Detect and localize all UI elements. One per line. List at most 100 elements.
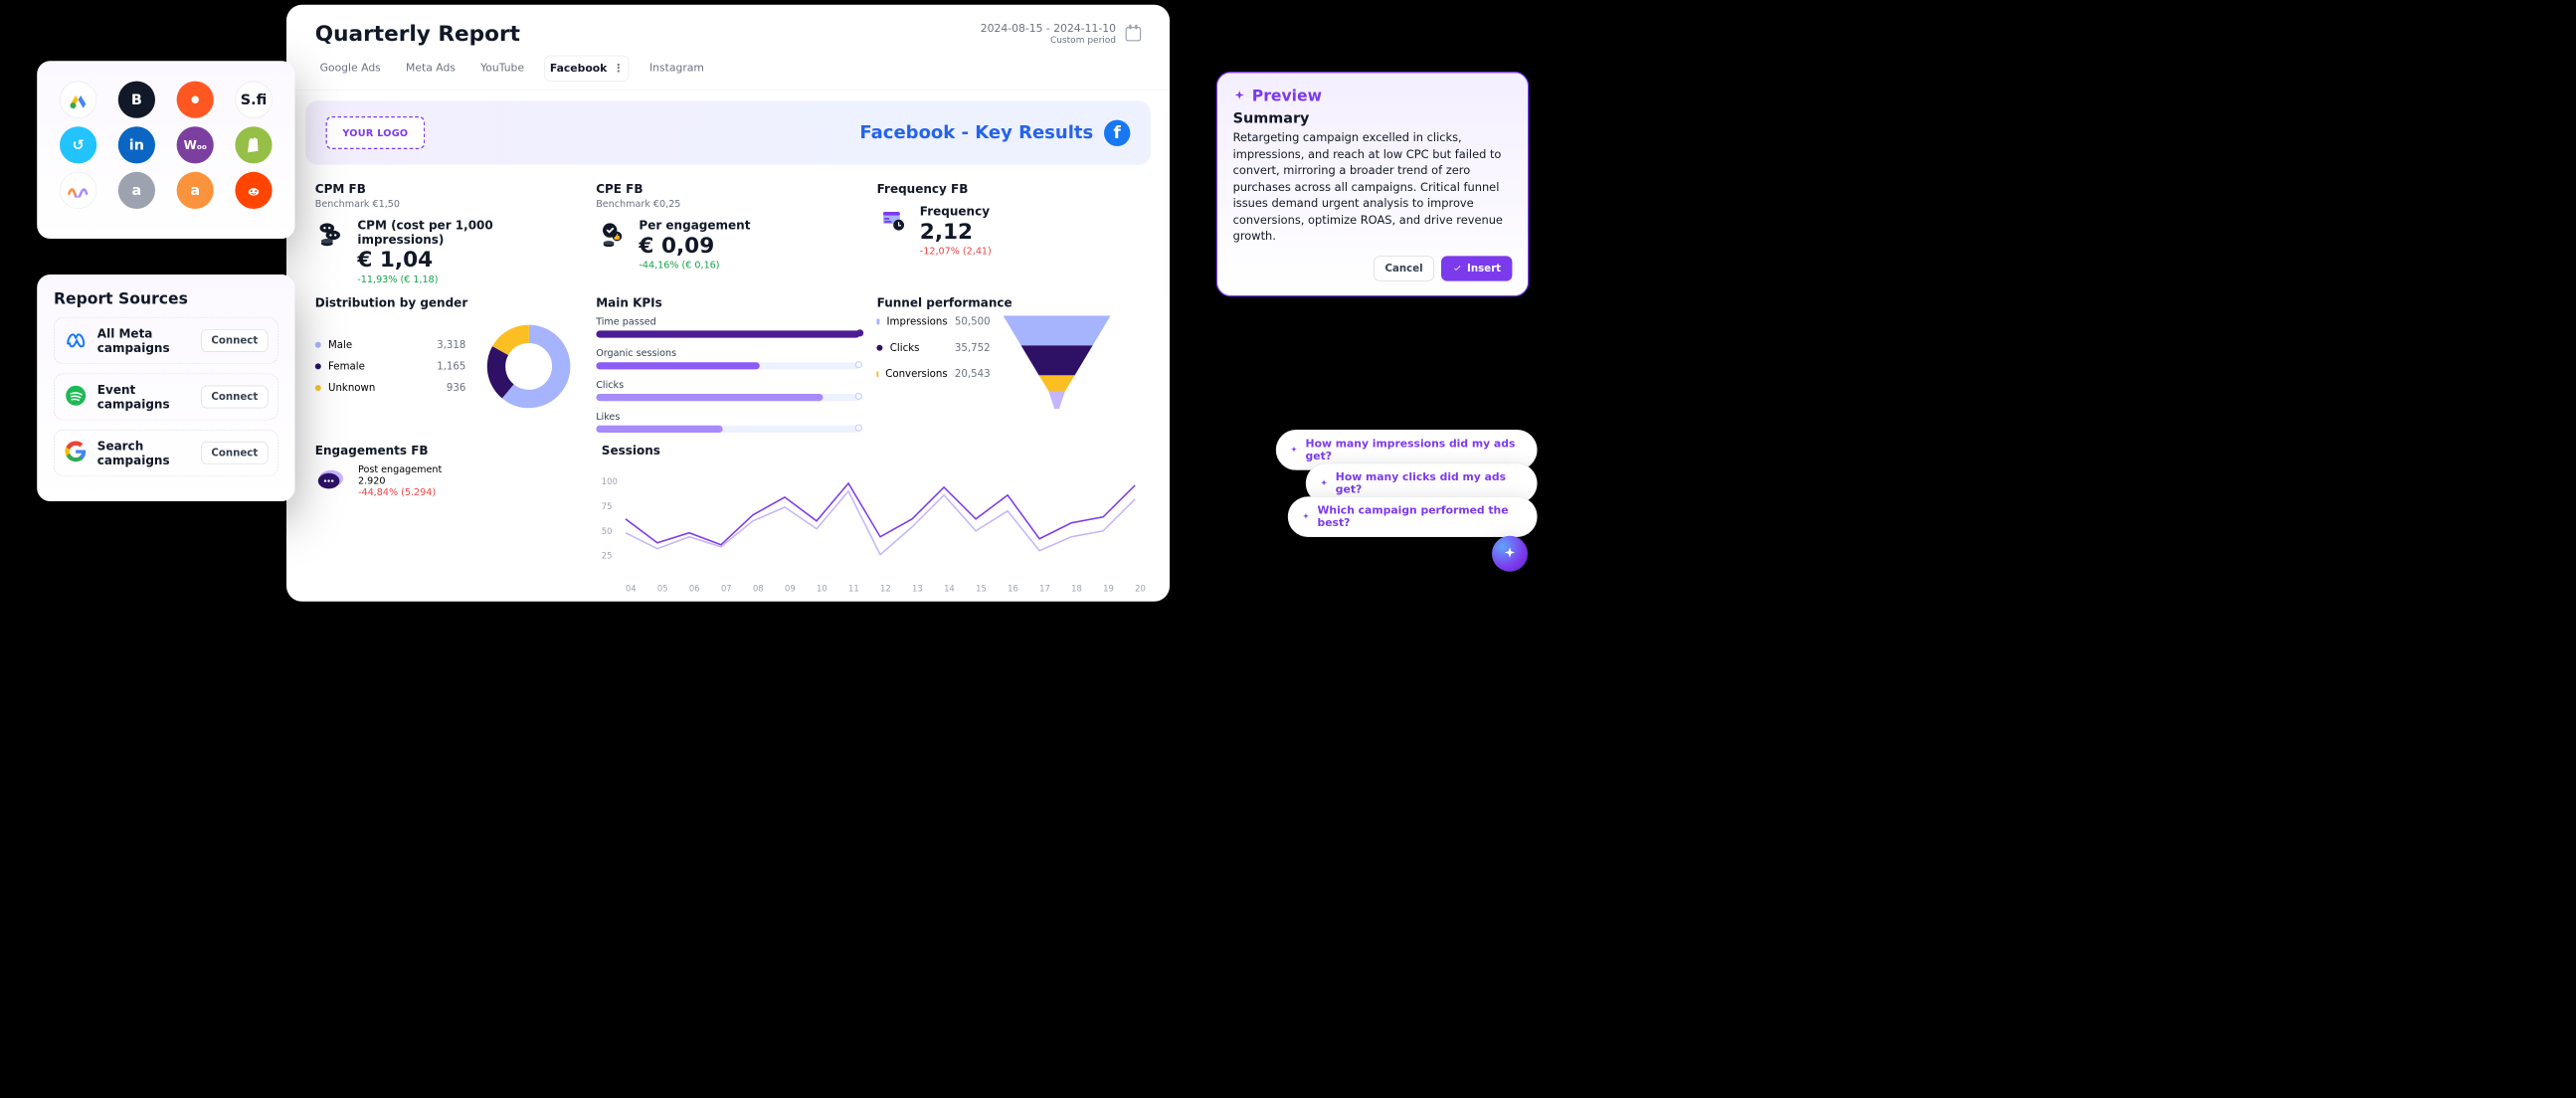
integration-chip[interactable] [60, 172, 96, 209]
connect-button[interactable]: Connect [201, 442, 268, 464]
cpm-icon [315, 218, 347, 250]
report-sources-panel: Report Sources All Meta campaigns Connec… [37, 274, 294, 501]
integration-chip[interactable]: a [118, 172, 155, 209]
kpi-organic-sessions: Organic sessions [596, 347, 860, 369]
kpi-label: Likes [596, 411, 860, 422]
metrics-row: CPM FB Benchmark €1,50 CPM (cost per 1,0… [286, 171, 1170, 295]
report-sources-title: Report Sources [54, 290, 278, 308]
suggestion-pill[interactable]: Which campaign performed the best? [1288, 496, 1538, 537]
funnel-label: Impressions [887, 315, 948, 327]
suggestion-text: How many clicks did my ads get? [1336, 470, 1524, 495]
preview-heading: Summary [1233, 109, 1513, 126]
engagement-delta: -44,84% (5.294) [358, 486, 442, 497]
metric-cpe: CPE FB Benchmark €0,25 👍 Per engagement … [596, 181, 860, 284]
source-name: Event campaigns [97, 383, 192, 412]
metric-title: CPE FB [596, 181, 860, 195]
sessions-panel: Sessions 2550751000405060708091011121314… [602, 444, 1141, 589]
engagement-value: 2.920 [358, 475, 442, 486]
insert-button-label: Insert [1467, 263, 1501, 274]
logo-placeholder[interactable]: YOUR LOGO [326, 116, 426, 149]
cancel-button[interactable]: Cancel [1374, 256, 1434, 280]
kpi-label: Organic sessions [596, 347, 860, 358]
metric-title: Frequency FB [877, 181, 1142, 195]
integration-chip[interactable]: in [118, 126, 155, 163]
google-icon [64, 440, 88, 465]
sessions-title: Sessions [602, 444, 1141, 458]
meta-icon [64, 327, 88, 353]
funnel-title: Funnel performance [877, 295, 1142, 309]
metric-benchmark: Benchmark €0,25 [596, 198, 860, 209]
integration-chip[interactable] [235, 172, 272, 209]
metric-freq: Frequency FB Frequency 2,12 -12,07% (2,4… [877, 181, 1142, 284]
kpi-time-passed: Time passed [596, 315, 860, 337]
integration-chip[interactable] [235, 126, 272, 163]
source-row: All Meta campaigns Connect [54, 317, 278, 364]
spotify-icon [64, 384, 88, 410]
source-row: Event campaigns Connect [54, 374, 278, 421]
metric-delta: -44,16% (€ 0,16) [639, 259, 750, 270]
preview-body: Retargeting campaign excelled in clicks,… [1233, 130, 1513, 246]
connect-button[interactable]: Connect [201, 329, 268, 352]
metric-delta: -11,93% (€ 1,18) [357, 274, 579, 284]
kpi-label: Time passed [596, 315, 860, 326]
integration-chip[interactable]: S.fi [235, 82, 272, 118]
preview-title: Preview [1252, 88, 1322, 105]
kpi-clicks: Clicks [596, 379, 860, 401]
tab-instagram[interactable]: Instagram [644, 56, 709, 82]
gender-value: 1,165 [437, 360, 465, 372]
metric-benchmark: Benchmark €1,50 [315, 198, 580, 209]
metric-value: € 1,04 [357, 248, 579, 273]
sessions-line-chart [602, 463, 1141, 589]
cpe-icon: 👍 [596, 218, 628, 250]
metric-value: 2,12 [920, 220, 992, 245]
svg-text:👍: 👍 [613, 233, 620, 241]
report-tabs: Google Ads Meta Ads YouTube Facebook⋮ Instag… [286, 50, 1170, 91]
connect-button[interactable]: Connect [201, 386, 268, 409]
funnel-chart [1004, 315, 1111, 411]
tab-facebook[interactable]: Facebook⋮ [544, 56, 629, 82]
metric-title: CPM FB [315, 181, 580, 195]
metric-kpi-label: Per engagement [639, 218, 750, 232]
metric-kpi-label: Frequency [920, 204, 992, 218]
engagement-title: Engagements FB [315, 444, 585, 458]
funnel-value: 50,500 [955, 315, 991, 327]
integration-chip[interactable] [60, 82, 96, 118]
preview-header: Preview [1233, 88, 1513, 105]
ai-fab-button[interactable] [1492, 536, 1528, 572]
dashboard-window: Quarterly Report 2024-08-15 - 2024-11-10… [286, 5, 1170, 602]
funnel-label: Clicks [890, 342, 920, 354]
integration-chip[interactable] [177, 82, 214, 118]
integrations-panel: BS.fi↺inWooaa [37, 61, 294, 239]
metric-cpm: CPM FB Benchmark €1,50 CPM (cost per 1,0… [315, 181, 580, 284]
page-title: Quarterly Report [315, 22, 520, 47]
gender-label: Female [328, 360, 365, 372]
gender-donut-chart [477, 315, 579, 417]
source-name: All Meta campaigns [97, 326, 192, 355]
integration-chip[interactable]: a [177, 172, 214, 209]
gender-label: Male [328, 339, 352, 351]
integration-chip[interactable]: Woo [177, 126, 214, 163]
hero-banner: YOUR LOGO Facebook - Key Results f [305, 100, 1151, 164]
tab-meta-ads[interactable]: Meta Ads [401, 56, 460, 82]
gender-value: 3,318 [437, 339, 465, 351]
metric-delta: -12,07% (2,41) [920, 246, 992, 257]
kpis-title: Main KPIs [596, 295, 860, 309]
tab-youtube[interactable]: YouTube [475, 56, 529, 82]
date-range: 2024-08-15 - 2024-11-10 [981, 22, 1116, 35]
suggestion-text: How many impressions did my ads get? [1306, 438, 1524, 462]
suggestion-text: Which campaign performed the best? [1318, 504, 1524, 529]
source-row: Search campaigns Connect [54, 430, 278, 476]
calendar-icon[interactable] [1126, 27, 1142, 41]
insert-button[interactable]: Insert [1441, 256, 1512, 280]
funnel-value: 35,752 [955, 342, 991, 354]
integration-chip[interactable]: ↺ [60, 126, 96, 163]
kpi-likes: Likes [596, 411, 860, 433]
funnel-label: Conversions [885, 368, 948, 380]
gender-value: 936 [447, 382, 465, 394]
metric-kpi-label: CPM (cost per 1,000 impressions) [357, 218, 579, 247]
tab-google-ads[interactable]: Google Ads [315, 56, 386, 82]
gender-panel: Distribution by gender Male3,318Female1,… [315, 295, 580, 417]
metric-value: € 0,09 [639, 234, 750, 259]
integration-chip[interactable]: B [118, 82, 155, 118]
engagement-kpi-label: Post engagement [358, 463, 442, 474]
